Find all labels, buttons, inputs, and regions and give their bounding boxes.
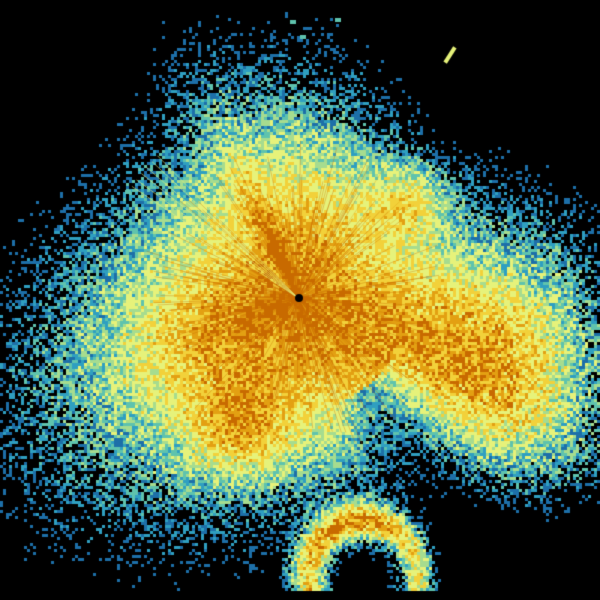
radar-scan-image (0, 0, 600, 600)
radar-reflectivity-canvas (0, 0, 600, 600)
